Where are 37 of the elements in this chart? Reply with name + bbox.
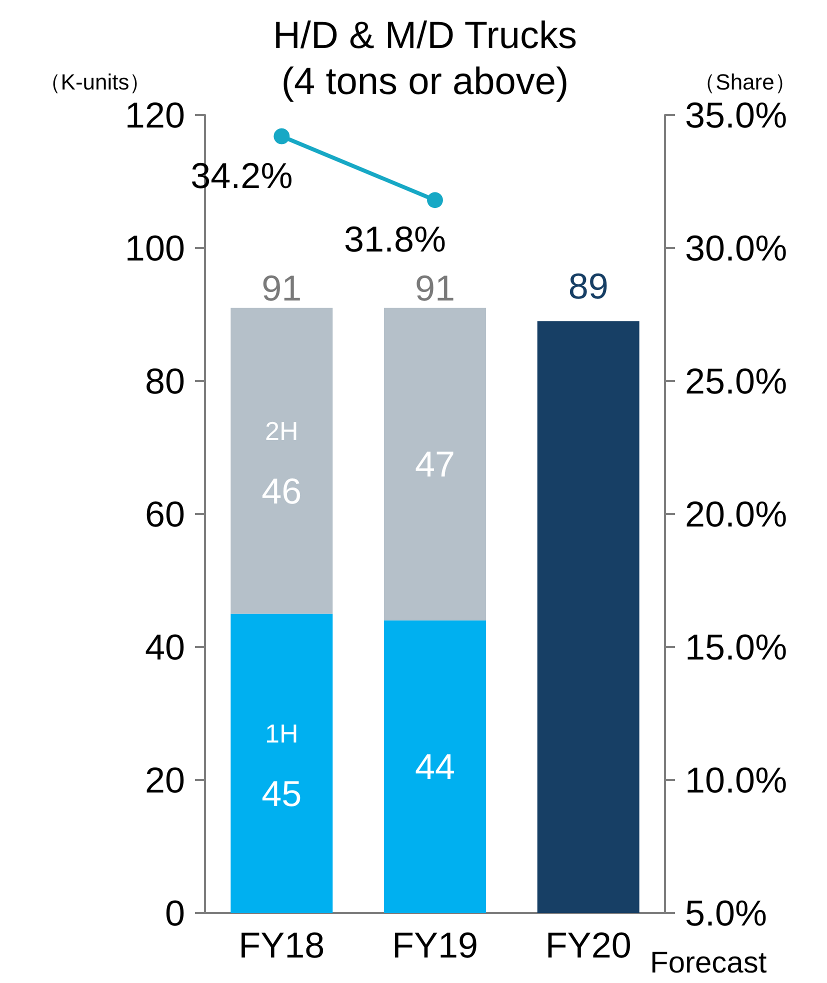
y2-tick-label: 35.0% (685, 94, 788, 136)
y-tick-label: 100 (124, 228, 185, 268)
total-label: 91 (262, 267, 302, 308)
x-tick-label: FY20 (545, 924, 632, 966)
x-tick-label: FY18 (238, 924, 325, 966)
y-tick-label: 20 (144, 760, 185, 800)
data-label: 46 (262, 470, 302, 512)
y2-tick-label: 25.0% (685, 360, 788, 402)
y-tick-label: 120 (124, 94, 185, 136)
data-label: 47 (414, 444, 456, 485)
y-tick-label: 60 (144, 494, 185, 534)
x-tick-label: FY19 (392, 924, 478, 966)
bar (230, 308, 333, 614)
y-tick-label: 0 (164, 892, 185, 934)
y-axis-title: （K-units） (38, 70, 152, 94)
y2-tick-label: 15.0% (685, 626, 788, 668)
bar (537, 321, 640, 913)
total-label: 91 (414, 267, 456, 308)
bar (384, 620, 486, 913)
y-tick-label: 40 (144, 626, 185, 668)
data-label: 31.8% (344, 218, 446, 260)
y2-axis-title: （Share） (694, 70, 796, 94)
bar (384, 308, 486, 620)
data-label: 45 (262, 772, 302, 814)
bar (230, 614, 333, 913)
series-label: 1H (265, 718, 298, 748)
series-label: 2H (265, 416, 298, 446)
y2-tick-label: 10.0% (685, 760, 788, 800)
data-label: 34.2% (190, 154, 293, 196)
y-tick-label: 80 (144, 360, 185, 402)
y2-tick-label: 5.0% (685, 892, 768, 934)
text: Forecast (650, 946, 768, 980)
y2-tick-label: 30.0% (685, 228, 788, 268)
y2-tick-label: 20.0% (685, 494, 788, 534)
data-label: 44 (414, 746, 456, 788)
data-label: 89 (568, 266, 608, 307)
chart-title: H/D & M/D Trucks (4 tons or above) (272, 15, 578, 103)
